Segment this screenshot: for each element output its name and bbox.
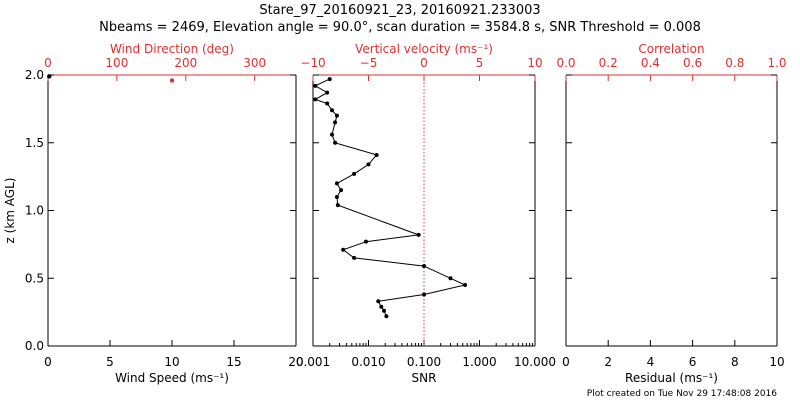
panel-snr-top-tick-label: 10: [527, 56, 542, 70]
snr-point: [363, 239, 368, 244]
panel-residual-top-tick-label: 0.6: [683, 56, 702, 70]
snr-point: [376, 299, 381, 304]
y-tick-label: 0.0: [25, 339, 44, 353]
snr-point: [333, 140, 338, 145]
snr-point: [379, 304, 384, 309]
panel-wind-top-tick-label: 300: [243, 56, 266, 70]
panel-residual-top-tick-label: 0.4: [641, 56, 660, 70]
panel-wind-bottom-tick-label: 5: [106, 355, 114, 369]
y-tick-label: 1.5: [25, 136, 44, 150]
snr-point: [325, 101, 330, 106]
panel-residual-top-tick-label: 1.0: [767, 56, 786, 70]
snr-point: [334, 194, 339, 199]
snr-point: [339, 188, 344, 193]
panel-snr-bottom-tick-label: 0.001: [296, 355, 330, 369]
y-tick-label: 1.0: [25, 204, 44, 218]
snr-point: [333, 120, 338, 125]
panel-snr-top-tick-label: −10: [300, 56, 325, 70]
snr-point: [366, 162, 371, 167]
wind-speed-point: [47, 74, 52, 79]
panel-snr-top-tick-label: 0: [420, 56, 428, 70]
panel-wind-bottom-tick-label: 10: [164, 355, 179, 369]
wind-direction-point: [169, 78, 175, 83]
y-tick-label: 0.5: [25, 271, 44, 285]
panel-residual-bottom-tick-label: 4: [647, 355, 655, 369]
snr-point: [352, 171, 357, 176]
snr-point: [374, 152, 379, 157]
panel-snr-bottom-tick-label: 1.000: [462, 355, 496, 369]
snr-point: [330, 108, 335, 113]
snr-point: [416, 232, 421, 237]
chart-title: Stare_97_20160921_23, 20160921.233003: [259, 3, 541, 18]
y-tick-label: 2.0: [25, 68, 44, 82]
panel-wind-bottom-axis-label: Wind Speed (ms⁻¹): [115, 371, 229, 385]
panel-residual-top-axis-label: Correlation: [638, 42, 704, 56]
panel-wind-bottom-tick-label: 20: [288, 355, 303, 369]
panel-wind-top-tick-label: 0: [44, 56, 52, 70]
panel-residual-bottom-axis-label: Residual (ms⁻¹): [625, 371, 718, 385]
panel-wind-bottom-tick-label: 15: [226, 355, 241, 369]
y-axis-label: z (km AGL): [3, 178, 17, 244]
panel-residual-bottom-tick-label: 6: [689, 355, 697, 369]
panel-snr-bottom-axis-label: SNR: [412, 371, 437, 385]
snr-point: [335, 203, 340, 208]
panel-wind-top-tick-label: 100: [105, 56, 128, 70]
panel-snr-bottom-tick-label: 10.000: [514, 355, 556, 369]
snr-point: [313, 97, 318, 102]
snr-point: [341, 247, 346, 252]
panel-residual-bottom-tick-label: 10: [769, 355, 784, 369]
panel-snr-bottom-tick-label: 0.010: [351, 355, 385, 369]
panel-residual-bottom-tick-label: 8: [731, 355, 739, 369]
panel-snr-top-tick-label: 5: [476, 56, 484, 70]
snr-point: [327, 77, 332, 82]
snr-point: [381, 308, 386, 313]
snr-point: [448, 276, 453, 281]
chart-subtitle: Nbeams = 2469, Elevation angle = 90.0°, …: [99, 20, 701, 35]
panel-residual-top-tick-label: 0.0: [556, 56, 575, 70]
snr-point: [422, 292, 426, 297]
panel-wind-top-axis-label: Wind Direction (deg): [110, 42, 234, 56]
snr-point: [325, 90, 330, 95]
panel-residual-bottom-tick-label: 0: [562, 355, 570, 369]
panel-residual-top-tick-label: 0.2: [599, 56, 618, 70]
snr-point: [384, 314, 389, 319]
panel-snr-top-tick-label: −5: [360, 56, 378, 70]
snr-point: [334, 113, 339, 118]
snr-point: [463, 283, 468, 288]
panel-wind-bottom-tick-label: 0: [44, 355, 52, 369]
snr-point: [334, 181, 339, 186]
panel-residual-top-tick-label: 0.8: [725, 56, 744, 70]
panel-snr-bottom-tick-label: 0.100: [407, 355, 441, 369]
panel-wind-top-tick-label: 200: [174, 56, 197, 70]
plot-created-note: Plot created on Tue Nov 29 17:48:08 2016: [587, 389, 777, 399]
panel-residual-bottom-tick-label: 2: [604, 355, 612, 369]
snr-point: [422, 264, 426, 269]
snr-point: [313, 83, 318, 88]
snr-point: [352, 255, 357, 260]
panel-snr-top-axis-label: Vertical velocity (ms⁻¹): [355, 42, 493, 56]
snr-point: [330, 132, 335, 137]
